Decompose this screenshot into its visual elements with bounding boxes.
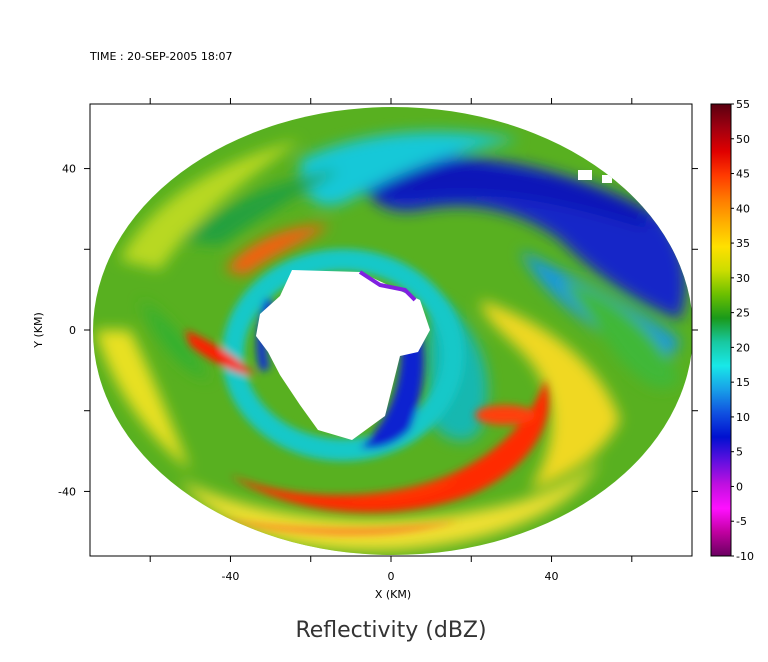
colorbar-tick-label: 10 (736, 411, 750, 424)
colorbar-tick-label: -5 (736, 515, 747, 528)
colorbar-tick-label: 55 (736, 98, 750, 111)
x-tick-label: 40 (545, 570, 559, 583)
colorbar-tick-label: 25 (736, 307, 750, 320)
colorbar-tick-label: 20 (736, 341, 750, 354)
eye-no-data (256, 270, 430, 440)
colorbar-tick-label: 15 (736, 376, 750, 389)
reflectivity-field (93, 107, 692, 555)
colorbar-tick-label: -10 (736, 550, 754, 563)
chart-title: Reflectivity (dBZ) (295, 618, 486, 643)
time-label: TIME : 20-SEP-2005 18:07 (89, 50, 233, 63)
colorbar-tick-label: 35 (736, 237, 750, 250)
colorbar-tick-label: 0 (736, 480, 743, 493)
colorbar-tick-label: 40 (736, 202, 750, 215)
y-tick-label: 40 (62, 163, 76, 176)
colorbar-tick-label: 5 (736, 446, 743, 459)
y-tick-label: -40 (58, 485, 76, 498)
axes: -40 0 40 40 0 -40 (58, 98, 698, 583)
colorbar-tick-label: 30 (736, 272, 750, 285)
y-tick-label: 0 (69, 324, 76, 337)
colorbar-tick-label: 45 (736, 168, 750, 181)
x-axis-label: X (KM) (375, 588, 411, 601)
x-tick-label: 0 (388, 570, 395, 583)
colorbar-tick-label: 50 (736, 133, 750, 146)
y-axis-label: Y (KM) (32, 312, 45, 349)
colorbar (710, 103, 732, 557)
x-tick-label: -40 (221, 570, 239, 583)
